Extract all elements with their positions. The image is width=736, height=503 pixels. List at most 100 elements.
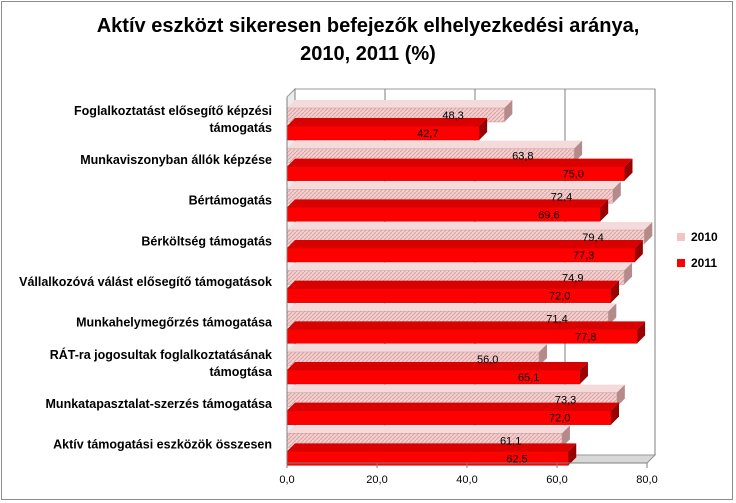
value-label-2010-5: 71,4 bbox=[546, 313, 567, 325]
bar-top-2010-0 bbox=[287, 100, 513, 108]
category-label-6: RÁT-ra jogosultak foglalkoztatásának támo… bbox=[50, 347, 273, 379]
bar-side-2011-8 bbox=[568, 443, 577, 466]
category-label-3: Bérköltség támogatás bbox=[141, 234, 272, 248]
bar-side-2010-7 bbox=[616, 384, 625, 407]
bars bbox=[286, 100, 653, 466]
category-label-line-0-0: Foglalkoztatást elősegítő képzési bbox=[74, 104, 272, 118]
value-label-2011-6: 65,1 bbox=[518, 372, 539, 384]
value-label-2011-3: 77,3 bbox=[573, 250, 594, 262]
bar-side-2011-4 bbox=[611, 280, 619, 303]
value-label-2011-5: 77,8 bbox=[575, 331, 596, 343]
bar-top-2010-1 bbox=[287, 140, 583, 149]
x-tick-label-0: 0,0 bbox=[279, 474, 294, 486]
value-label-2011-8: 62,5 bbox=[506, 453, 527, 465]
value-label-2010-3: 79,4 bbox=[582, 232, 603, 244]
bar-side-2010-2 bbox=[612, 181, 621, 204]
value-label-2010-7: 73,3 bbox=[555, 395, 576, 407]
category-label-line-5-0: Munkahelymegőrzés támogatása bbox=[76, 316, 273, 330]
value-label-2011-4: 72,0 bbox=[549, 291, 570, 303]
value-label-2011-7: 72,0 bbox=[549, 413, 570, 425]
category-label-7: Munkatapasztalat-szerzés támogatása bbox=[46, 397, 274, 411]
bar-side-2010-5 bbox=[608, 303, 617, 326]
bar-side-2010-6 bbox=[539, 344, 547, 366]
bar-side-2011-2 bbox=[600, 199, 609, 222]
bar-top-2010-4 bbox=[287, 262, 633, 271]
bar-top-2011-4 bbox=[287, 280, 619, 289]
value-labels: 48,3 42,7 63,8 75,0 72,4 69,6 79,4 77,3 74,9 72,0… bbox=[417, 110, 604, 465]
category-label-line-1-0: Munkaviszonyban állók képzése bbox=[80, 153, 272, 167]
category-label-0: Foglalkoztatást elősegítő képzési támogat… bbox=[74, 104, 272, 135]
bar-side-2011-6 bbox=[579, 362, 588, 384]
value-label-2010-2: 72,4 bbox=[551, 191, 572, 203]
bar-top-2011-8 bbox=[287, 443, 577, 452]
bar-2011-8 bbox=[286, 443, 577, 466]
bar-side-2011-3 bbox=[634, 240, 643, 262]
bar-top-2011-7 bbox=[287, 402, 619, 411]
bar-top-2011-2 bbox=[287, 199, 609, 208]
category-label-1: Munkaviszonyban állók képzése bbox=[80, 153, 272, 167]
x-tick-label-3: 60,0 bbox=[546, 474, 567, 486]
value-label-2011-2: 69,6 bbox=[538, 209, 559, 221]
bar-2011-3 bbox=[286, 240, 643, 263]
bar-side-2011-0 bbox=[479, 118, 488, 140]
value-label-2010-4: 74,9 bbox=[562, 273, 583, 285]
bar-top-2010-3 bbox=[287, 222, 653, 230]
bar-2011-0 bbox=[286, 118, 488, 141]
bar-2011-1 bbox=[286, 158, 633, 181]
value-label-2010-6: 56,0 bbox=[477, 354, 498, 366]
gridline-floor-4 bbox=[646, 454, 656, 464]
bar-top-2011-0 bbox=[287, 118, 488, 126]
category-label-line-7-0: Munkatapasztalat-szerzés támogatása bbox=[46, 397, 274, 411]
bar-side-2010-8 bbox=[561, 425, 570, 448]
value-label-2010-1: 63,8 bbox=[512, 151, 533, 163]
category-label-8: Aktív támogatási eszközök összesen bbox=[53, 438, 272, 452]
value-label-2010-0: 48,3 bbox=[442, 110, 463, 122]
bar-2011-2 bbox=[286, 199, 609, 222]
bar-top-2010-2 bbox=[287, 181, 621, 190]
value-label-2011-1: 75,0 bbox=[563, 169, 584, 181]
x-tick-label-1: 20,0 bbox=[366, 474, 387, 486]
legend-item-2010: 2010 bbox=[677, 230, 736, 246]
x-tick-label-4: 80,0 bbox=[636, 474, 657, 486]
legend-item-2011: 2011 bbox=[677, 256, 736, 272]
bar-top-2011-1 bbox=[287, 158, 633, 167]
chart-title: Aktív eszközt sikeresen befejezők elhely… bbox=[96, 15, 640, 65]
bar-2011-7 bbox=[286, 402, 619, 425]
legend-swatch-2010 bbox=[677, 233, 685, 241]
x-axis: 0,0 20,0 40,0 60,0 80,0 bbox=[279, 97, 658, 486]
bar-side-2011-7 bbox=[611, 402, 619, 425]
bar-side-2010-4 bbox=[624, 262, 633, 285]
bar-front-2011-0 bbox=[286, 125, 480, 141]
bar-top-2010-6 bbox=[287, 344, 547, 352]
category-label-line-2-0: Bértámogatás bbox=[189, 194, 272, 208]
bar-side-2010-1 bbox=[574, 140, 583, 163]
bar-top-2011-5 bbox=[287, 321, 646, 330]
category-label-line-3-0: Bérköltség támogatás bbox=[141, 234, 272, 248]
category-label-line-4-0: Vállalkozóvá válást elősegítő támogatáso… bbox=[19, 275, 272, 289]
category-label-line-0-1: támogatás bbox=[209, 121, 272, 135]
legend-label-2011: 2011 bbox=[691, 256, 718, 270]
category-label-4: Vállalkozóvá válást elősegítő támogatáso… bbox=[19, 275, 272, 289]
category-label-line-6-0: RÁT-ra jogosultak foglalkoztatásának bbox=[50, 347, 272, 362]
bar-top-2010-5 bbox=[287, 303, 617, 312]
bar-top-2011-3 bbox=[287, 240, 643, 248]
value-label-2011-0: 42,7 bbox=[417, 128, 438, 140]
bar-top-2010-7 bbox=[287, 384, 625, 393]
bar-side-2011-5 bbox=[637, 321, 646, 344]
category-label-5: Munkahelymegőrzés támogatása bbox=[76, 316, 273, 330]
bar-2011-4 bbox=[286, 280, 619, 303]
bar-top-2011-6 bbox=[287, 362, 588, 370]
category-labels: Foglalkoztatást elősegítő képzési támogat… bbox=[19, 104, 273, 452]
bar-top-2010-8 bbox=[287, 425, 570, 434]
category-label-line-8-0: Aktív támogatási eszközök összesen bbox=[53, 438, 272, 452]
value-label-2010-8: 61,1 bbox=[500, 435, 521, 447]
category-label-line-6-1: támogtása bbox=[209, 365, 273, 379]
bar-2011-6 bbox=[286, 362, 588, 385]
bar-side-2010-3 bbox=[644, 222, 653, 244]
category-label-2: Bértámogatás bbox=[189, 194, 272, 208]
legend-swatch-2011 bbox=[677, 259, 685, 267]
bar-side-2010-0 bbox=[504, 100, 513, 122]
bar-2011-5 bbox=[286, 321, 646, 344]
